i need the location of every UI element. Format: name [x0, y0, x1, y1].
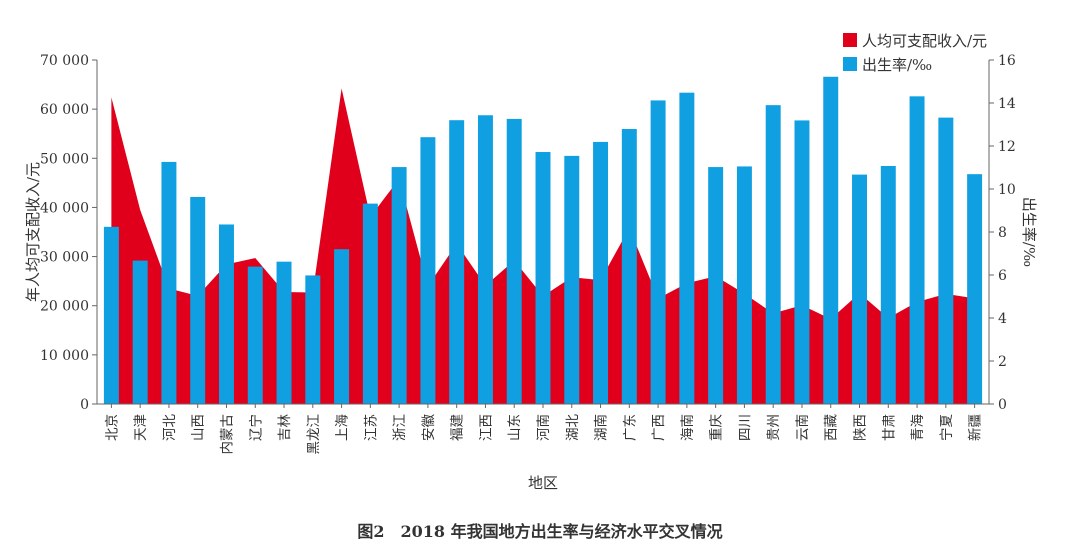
- figure-caption: 图2 2018 年我国地方出生率与经济水平交叉情况: [357, 522, 722, 541]
- birth-rate-bar: [103, 226, 119, 404]
- x-axis-label: 地区: [528, 474, 558, 492]
- birth-rate-bar: [132, 260, 148, 404]
- x-tick-label: 北京: [104, 414, 120, 441]
- right-tick-label: 14: [998, 96, 1016, 112]
- x-tick-label: 上海: [335, 414, 351, 441]
- birth-rate-bar: [334, 249, 350, 404]
- right-tick-label: 4: [998, 311, 1007, 327]
- birth-rate-bar: [593, 141, 609, 405]
- right-tick-label: 8: [998, 225, 1007, 241]
- birth-rate-bar: [765, 105, 781, 405]
- left-tick-label: 60 000: [40, 102, 89, 118]
- x-tick-label: 福建: [450, 414, 466, 441]
- right-tick-label: 0: [998, 397, 1007, 413]
- x-tick-label: 新疆: [968, 414, 984, 441]
- x-tick-label: 甘肃: [881, 414, 897, 441]
- legend-swatch-birth-rate: [843, 57, 857, 71]
- birth-rate-bar: [650, 100, 666, 405]
- x-tick-label: 广西: [651, 414, 667, 441]
- x-tick-label: 青海: [910, 414, 926, 441]
- birth-rate-bar: [736, 166, 752, 404]
- x-tick-label: 河北: [162, 414, 178, 441]
- x-tick-label: 天津: [133, 414, 149, 441]
- x-tick-label: 重庆: [709, 414, 725, 441]
- x-tick-label: 内蒙古: [219, 414, 235, 455]
- left-axis-label: 年人均可支配收入/元: [24, 162, 42, 302]
- x-tick-label: 湖北: [565, 414, 581, 442]
- x-tick-label: 吉林: [277, 414, 293, 441]
- left-tick-label: 30 000: [40, 250, 89, 266]
- birth-rate-bar: [362, 203, 378, 404]
- left-tick-label: 70 000: [40, 53, 89, 69]
- x-tick-label: 江西: [478, 414, 494, 441]
- x-tick-label: 湖南: [594, 414, 610, 441]
- left-tick-label: 10 000: [40, 348, 89, 364]
- birth-rate-bar: [967, 174, 983, 404]
- x-tick-label: 山东: [507, 414, 523, 441]
- birth-rate-bar: [219, 224, 234, 404]
- x-tick-label: 河南: [536, 414, 552, 441]
- right-tick-label: 10: [998, 182, 1016, 198]
- x-tick-label: 海南: [680, 414, 696, 441]
- x-tick-label: 江苏: [363, 414, 379, 441]
- birth-rate-bar: [938, 117, 954, 405]
- birth-rate-bar: [880, 165, 896, 404]
- birth-rate-bar-layer: [103, 76, 983, 405]
- birth-rate-bar: [190, 196, 206, 404]
- income-area: [111, 88, 975, 404]
- x-tick-label: 宁夏: [938, 414, 955, 441]
- x-tick-label: 四川: [737, 414, 753, 441]
- birth-rate-bar: [909, 96, 925, 405]
- birth-rate-bar: [305, 275, 321, 404]
- legend: 人均可支配收入/元 出生率/‰: [843, 32, 987, 74]
- right-tick-label: 12: [998, 139, 1016, 155]
- birth-rate-bar: [823, 76, 839, 405]
- birth-rate-bar: [621, 129, 637, 404]
- birth-rate-bar: [794, 120, 810, 404]
- x-tick-label: 陕西: [853, 414, 869, 441]
- x-tick-label: 辽宁: [247, 414, 264, 441]
- birth-rate-bar: [477, 115, 493, 404]
- birth-rate-bar: [852, 174, 867, 404]
- x-tick-label: 西藏: [824, 414, 840, 442]
- left-tick-label: 50 000: [40, 151, 89, 167]
- birth-rate-bar: [276, 261, 292, 404]
- right-tick-label: 16: [998, 53, 1016, 69]
- legend-label-income: 人均可支配收入/元: [862, 32, 987, 50]
- birth-rate-bar: [449, 120, 465, 404]
- birth-rate-bar: [708, 167, 724, 404]
- birth-rate-bar: [420, 137, 436, 404]
- left-tick-label: 0: [80, 397, 89, 413]
- x-tick-label: 山西: [191, 414, 207, 441]
- right-axis-label: 出生率/‰: [1020, 197, 1038, 267]
- legend-swatch-income: [843, 33, 857, 47]
- x-tick-label: 浙江: [392, 414, 408, 441]
- left-tick-label: 40 000: [40, 200, 89, 216]
- legend-label-birth-rate: 出生率/‰: [862, 56, 932, 74]
- birth-rate-bar: [564, 155, 580, 404]
- x-tick-label: 贵州: [766, 414, 782, 441]
- x-tick-label: 黑龙江: [306, 414, 322, 455]
- x-tick-label: 云南: [795, 414, 811, 441]
- axes: 0 10 000 20 000 30 000 40 000 50 000 60 000 70 …: [40, 53, 1016, 455]
- x-tick-label: 安徽: [421, 414, 437, 441]
- birth-rate-bar: [535, 152, 551, 404]
- birth-rate-bar: [247, 266, 263, 404]
- x-tick-label: 广东: [622, 414, 638, 441]
- right-tick-label: 6: [998, 268, 1007, 284]
- left-tick-label: 20 000: [40, 299, 89, 315]
- birth-rate-bar: [391, 167, 407, 404]
- birth-rate-bar: [506, 118, 522, 404]
- birth-rate-bar: [679, 92, 695, 405]
- birth-rate-bar: [161, 161, 177, 404]
- right-tick-label: 2: [998, 354, 1007, 370]
